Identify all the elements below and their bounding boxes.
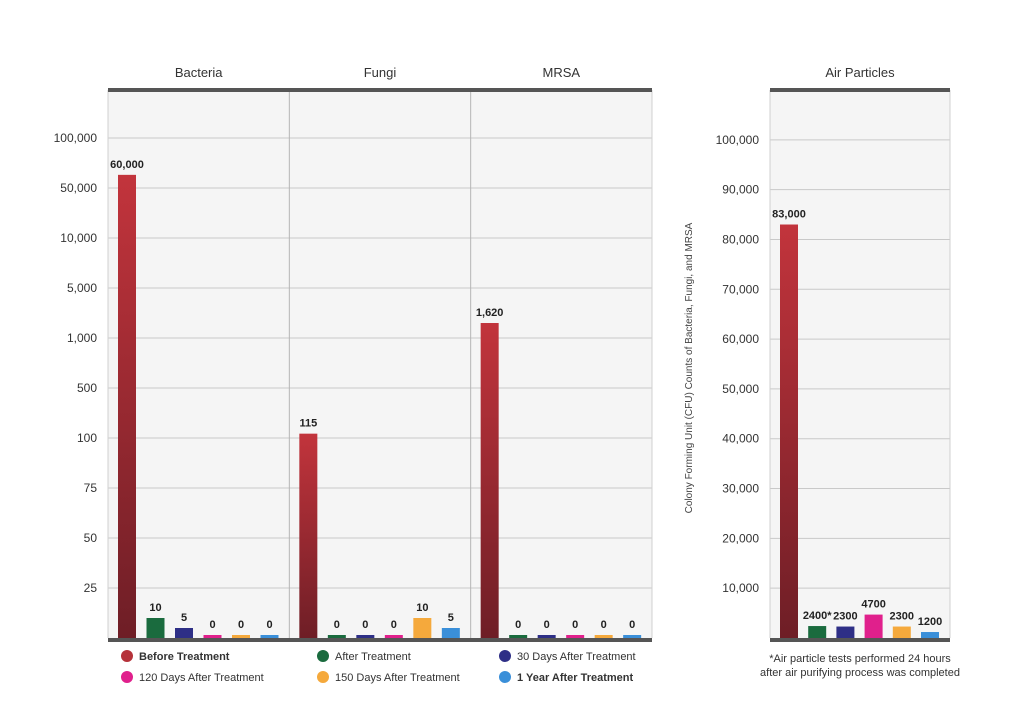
legend-label: 30 Days After Treatment bbox=[517, 651, 636, 663]
bar-bacteria-series-0 bbox=[118, 174, 136, 639]
legend-swatch bbox=[121, 650, 133, 662]
air-note-line-1: *Air particle tests performed 24 hours bbox=[769, 653, 951, 665]
right-y-tick-label: 70,000 bbox=[722, 282, 759, 296]
data-label: 0 bbox=[544, 619, 550, 631]
air-note-line-2: after air purifying process was complete… bbox=[760, 667, 960, 679]
bar-fungi-series-2 bbox=[356, 635, 375, 638]
data-label: 0 bbox=[362, 619, 368, 631]
legend-swatch bbox=[121, 671, 133, 683]
legend-label: 150 Days After Treatment bbox=[335, 672, 460, 684]
bar-bacteria-series-1 bbox=[146, 618, 165, 638]
data-label: 1,620 bbox=[476, 307, 504, 319]
legend-label: 120 Days After Treatment bbox=[139, 672, 264, 684]
left-y-tick-label: 50 bbox=[84, 531, 98, 545]
right-y-tick-label: 100,000 bbox=[716, 133, 760, 147]
data-label: 5 bbox=[181, 612, 187, 624]
air-bar-0 bbox=[780, 224, 798, 638]
air-bar-1 bbox=[808, 626, 827, 638]
right-y-tick-label: 10,000 bbox=[722, 581, 759, 595]
data-label: 60,000 bbox=[110, 159, 144, 171]
air-bar-5 bbox=[921, 632, 939, 638]
right-y-tick-label: 80,000 bbox=[722, 232, 759, 246]
panel-title-air-particles: Air Particles bbox=[825, 65, 895, 80]
right-y-tick-label: 90,000 bbox=[722, 183, 759, 197]
left-y-tick-label: 50,000 bbox=[60, 181, 97, 195]
bar-bacteria-series-2 bbox=[175, 628, 193, 638]
legend-swatch bbox=[317, 650, 329, 662]
panel-title-bacteria: Bacteria bbox=[175, 65, 223, 80]
left-y-tick-label: 1,000 bbox=[67, 331, 97, 345]
bar-mrsa-series-0 bbox=[480, 323, 499, 638]
air-data-label: 2300 bbox=[890, 611, 914, 623]
bar-mrsa-series-1 bbox=[509, 635, 528, 638]
bar-fungi-series-4 bbox=[413, 618, 432, 638]
air-bar-3 bbox=[864, 614, 883, 638]
y-axis-label: Colony Forming Unit (CFU) Counts of Bact… bbox=[684, 222, 695, 513]
air-data-label: 1200 bbox=[918, 616, 942, 628]
bar-mrsa-series-5 bbox=[623, 635, 642, 638]
legend-label: Before Treatment bbox=[139, 651, 230, 663]
data-label: 0 bbox=[334, 619, 340, 631]
left-baseline bbox=[108, 638, 652, 642]
left-y-tick-label: 100 bbox=[77, 431, 97, 445]
left-y-tick-label: 10,000 bbox=[60, 231, 97, 245]
data-label: 0 bbox=[209, 619, 215, 631]
bar-fungi-series-1 bbox=[327, 635, 346, 638]
air-bar-2 bbox=[836, 626, 855, 638]
bar-mrsa-series-3 bbox=[566, 635, 585, 638]
data-label: 0 bbox=[629, 619, 635, 631]
right-y-tick-label: 50,000 bbox=[722, 382, 759, 396]
data-label: 0 bbox=[266, 619, 272, 631]
data-label: 10 bbox=[149, 602, 161, 614]
legend-swatch bbox=[499, 650, 511, 662]
left-y-tick-label: 5,000 bbox=[67, 281, 97, 295]
data-label: 0 bbox=[391, 619, 397, 631]
right-y-tick-label: 30,000 bbox=[722, 482, 759, 496]
bar-fungi-series-5 bbox=[441, 628, 460, 638]
bar-bacteria-series-5 bbox=[260, 635, 279, 638]
air-data-label: 83,000 bbox=[772, 209, 806, 221]
data-label: 10 bbox=[416, 602, 428, 614]
air-bar-4 bbox=[892, 626, 911, 638]
left-y-tick-label: 100,000 bbox=[54, 131, 98, 145]
legend-swatch bbox=[317, 671, 329, 683]
bar-bacteria-series-4 bbox=[232, 635, 250, 638]
left-y-tick-label: 25 bbox=[84, 581, 98, 595]
bar-mrsa-series-4 bbox=[594, 635, 613, 638]
bar-fungi-series-3 bbox=[384, 635, 403, 638]
right-y-tick-label: 20,000 bbox=[722, 531, 759, 545]
data-label: 0 bbox=[572, 619, 578, 631]
right-baseline bbox=[770, 638, 950, 642]
data-label: 0 bbox=[601, 619, 607, 631]
panel-title-fungi: Fungi bbox=[364, 65, 397, 80]
bar-fungi-series-0 bbox=[299, 433, 318, 638]
data-label: 115 bbox=[299, 418, 317, 430]
left-top-border bbox=[108, 88, 652, 92]
left-y-tick-label: 75 bbox=[84, 481, 98, 495]
legend-label: 1 Year After Treatment bbox=[517, 672, 634, 684]
legend-swatch bbox=[499, 671, 511, 683]
panel-title-mrsa: MRSA bbox=[543, 65, 581, 80]
bar-mrsa-series-2 bbox=[537, 635, 556, 638]
right-y-tick-label: 60,000 bbox=[722, 332, 759, 346]
right-y-tick-label: 40,000 bbox=[722, 432, 759, 446]
air-data-label: 4700 bbox=[861, 599, 885, 611]
air-data-label: 2300 bbox=[833, 611, 857, 623]
data-label: 0 bbox=[515, 619, 521, 631]
right-top-border bbox=[770, 88, 950, 92]
air-data-label: 2400* bbox=[803, 610, 832, 622]
right-plot-area bbox=[770, 90, 950, 638]
legend-label: After Treatment bbox=[335, 651, 411, 663]
left-y-tick-label: 500 bbox=[77, 381, 97, 395]
left-plot-area bbox=[108, 90, 652, 638]
bar-bacteria-series-3 bbox=[203, 635, 222, 638]
data-label: 0 bbox=[238, 619, 244, 631]
data-label: 5 bbox=[448, 612, 454, 624]
